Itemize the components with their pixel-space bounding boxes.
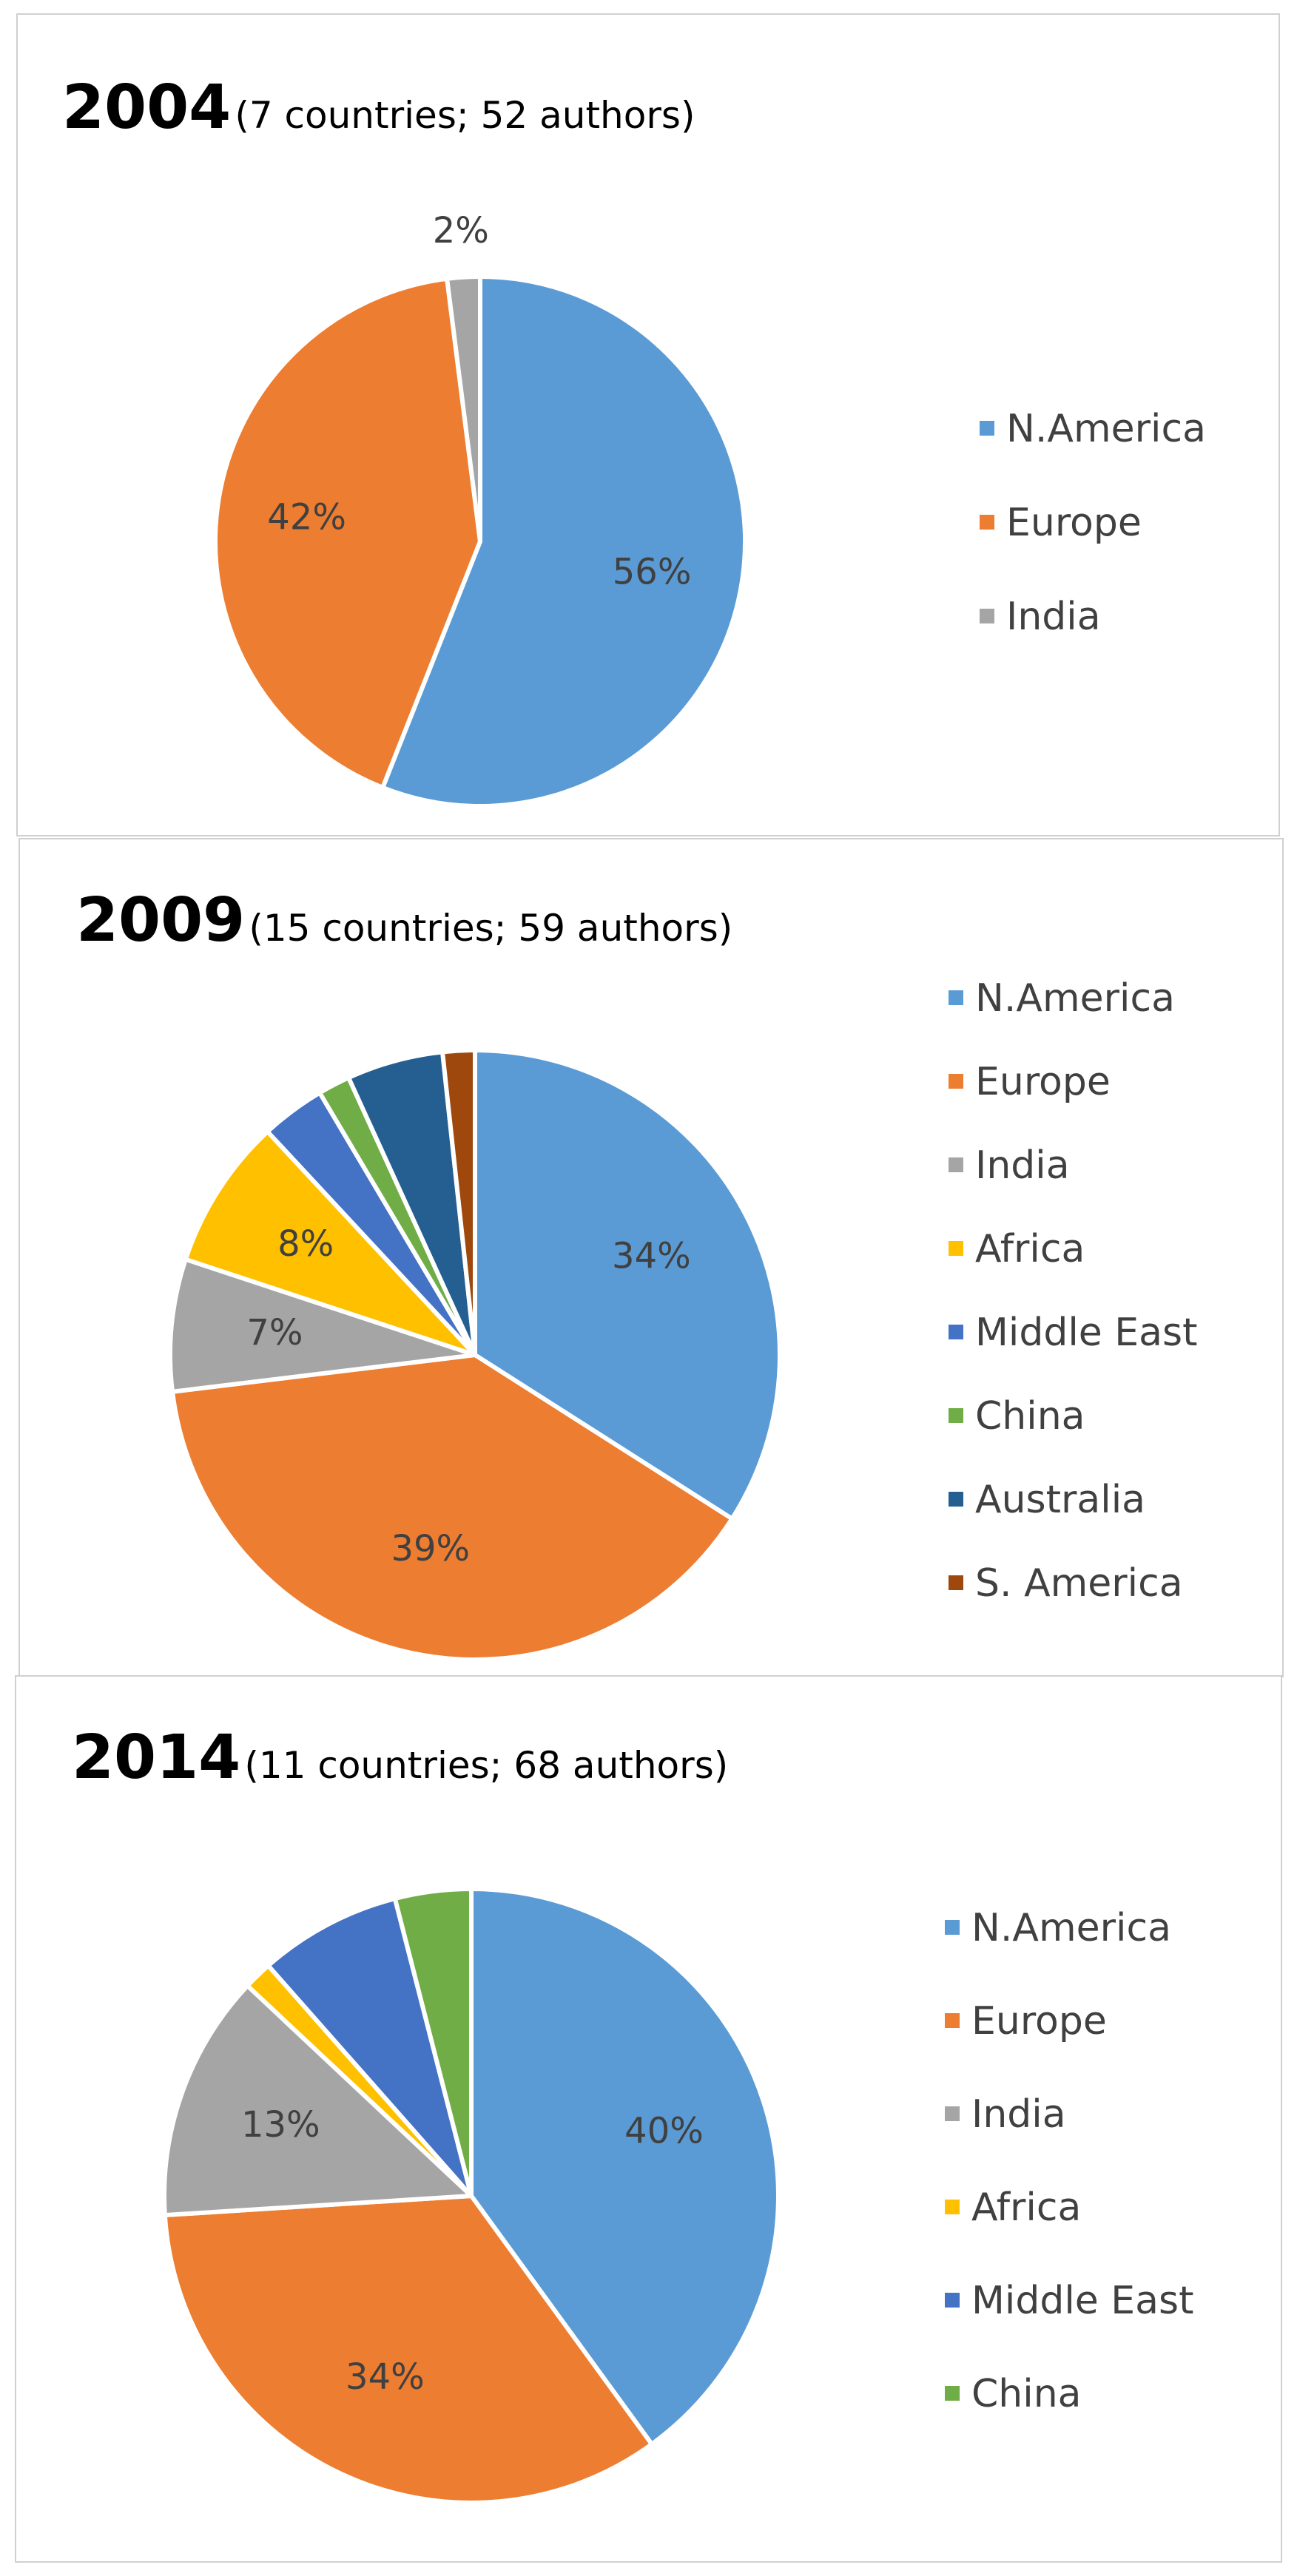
chart-subtitle: (15 countries; 59 authors) (249, 907, 733, 950)
legend-label: India (975, 1143, 1070, 1188)
legend-label: Middle East (975, 1311, 1198, 1355)
legend-item-europe: Europe (949, 1060, 1111, 1104)
chart-panel-2014: 2014 (11 countries; 68 authors) 40% 34% 13… (15, 1675, 1282, 2563)
legend-label: China (975, 1394, 1085, 1439)
legend-item-china: China (945, 2372, 1082, 2416)
pie-slice-china (392, 1887, 474, 2198)
pie-slice-india (162, 1983, 474, 2218)
data-label-n-america: 56% (613, 551, 692, 592)
legend-label: Africa (975, 1227, 1085, 1271)
legend-item-australia: Australia (949, 1478, 1145, 1522)
legend-label: Europe (971, 1999, 1107, 2043)
legend-item-india: India (945, 2092, 1066, 2137)
data-label-europe: 39% (391, 1528, 470, 1569)
legend-item-europe: Europe (980, 501, 1142, 545)
legend-label: N.America (975, 976, 1175, 1021)
legend-swatch (980, 421, 994, 436)
legend-item-s-america: S. America (949, 1561, 1183, 1606)
pie-slice-s-america (440, 1047, 477, 1357)
legend-item-india: India (949, 1143, 1070, 1188)
pie-slice-europe (162, 2194, 654, 2505)
legend-swatch (949, 1492, 963, 1507)
data-label-india: 2% (433, 210, 489, 251)
data-label-n-america: 40% (624, 2110, 704, 2151)
legend-swatch (949, 990, 963, 1005)
legend-label: China (971, 2372, 1082, 2416)
chart-subtitle: (7 countries; 52 authors) (235, 94, 695, 137)
legend-item-africa: Africa (945, 2185, 1081, 2230)
data-label-n-america: 34% (612, 1235, 691, 1277)
pie-chart: 34% 39% 7% 8% (168, 1047, 782, 1662)
chart-title-year: 2004 (62, 72, 232, 143)
legend-item-n-america: N.America (945, 1906, 1171, 1950)
chart-title: 2009 (15 countries; 59 authors) (76, 885, 732, 956)
pie-slice-europe (170, 1353, 735, 1662)
legend-swatch (945, 2200, 960, 2214)
pie-slice-india (168, 1257, 477, 1394)
legend-item-middle-east: Middle East (945, 2279, 1194, 2323)
pie-slice-africa (183, 1129, 477, 1357)
legend-item-n-america: N.America (980, 407, 1206, 451)
legend-swatch (980, 609, 994, 623)
data-label-india: 7% (246, 1312, 303, 1353)
legend-swatch (945, 1920, 960, 1935)
data-label-india: 13% (241, 2104, 320, 2146)
legend-item-india: India (980, 595, 1101, 639)
legend-item-africa: Africa (949, 1227, 1085, 1271)
legend-label: S. America (975, 1561, 1183, 1606)
legend-label: Middle East (971, 2279, 1194, 2323)
legend-swatch (945, 2106, 960, 2121)
legend-item-china: China (949, 1394, 1085, 1439)
legend-swatch (980, 515, 994, 530)
chart-title: 2004 (7 countries; 52 authors) (62, 72, 695, 143)
chart-subtitle: (11 countries; 68 authors) (244, 1744, 729, 1787)
legend-item-n-america: N.America (949, 976, 1175, 1021)
data-label-europe: 34% (346, 2356, 425, 2398)
legend-item-europe: Europe (945, 1999, 1107, 2043)
legend-label: Europe (1006, 501, 1142, 545)
pie-slice-europe (213, 276, 482, 790)
legend-label: India (1006, 595, 1101, 639)
pie-slice-middle-east (266, 1896, 474, 2198)
legend-label: N.America (971, 1906, 1171, 1950)
legend-swatch (949, 1241, 963, 1256)
legend-label: Australia (975, 1478, 1146, 1522)
pie-chart: 40% 34% 13% (162, 1887, 781, 2505)
legend-swatch (945, 2386, 960, 2401)
data-label-europe: 42% (267, 496, 346, 538)
legend-swatch (949, 1074, 963, 1089)
legend-swatch (945, 2293, 960, 2308)
legend-label: Africa (971, 2185, 1082, 2230)
legend-label: India (971, 2092, 1066, 2137)
chart-title-year: 2014 (72, 1723, 241, 1793)
legend-swatch (949, 1325, 963, 1339)
chart-title: 2014 (11 countries; 68 authors) (72, 1723, 728, 1793)
legend-item-middle-east: Middle East (949, 1311, 1198, 1355)
legend-swatch (949, 1157, 963, 1172)
pie-chart: 56% 42% 2% (213, 210, 747, 808)
chart-panel-2004: 2004 (7 countries; 52 authors) 56% 42% 2% … (16, 13, 1280, 836)
legend-label: Europe (975, 1060, 1111, 1104)
legend-swatch (945, 2013, 960, 2028)
pie-slice-n-america (380, 274, 747, 808)
legend-swatch (949, 1408, 963, 1423)
legend-label: N.America (1006, 407, 1206, 451)
chart-panel-2009: 2009 (15 countries; 59 authors) 34% 39% 7%… (18, 838, 1284, 1677)
pie-slice-n-america (469, 1887, 781, 2447)
legend-swatch (949, 1575, 963, 1590)
pie-slice-india (445, 274, 482, 544)
chart-title-year: 2009 (76, 885, 246, 956)
data-label-africa: 8% (277, 1223, 334, 1265)
